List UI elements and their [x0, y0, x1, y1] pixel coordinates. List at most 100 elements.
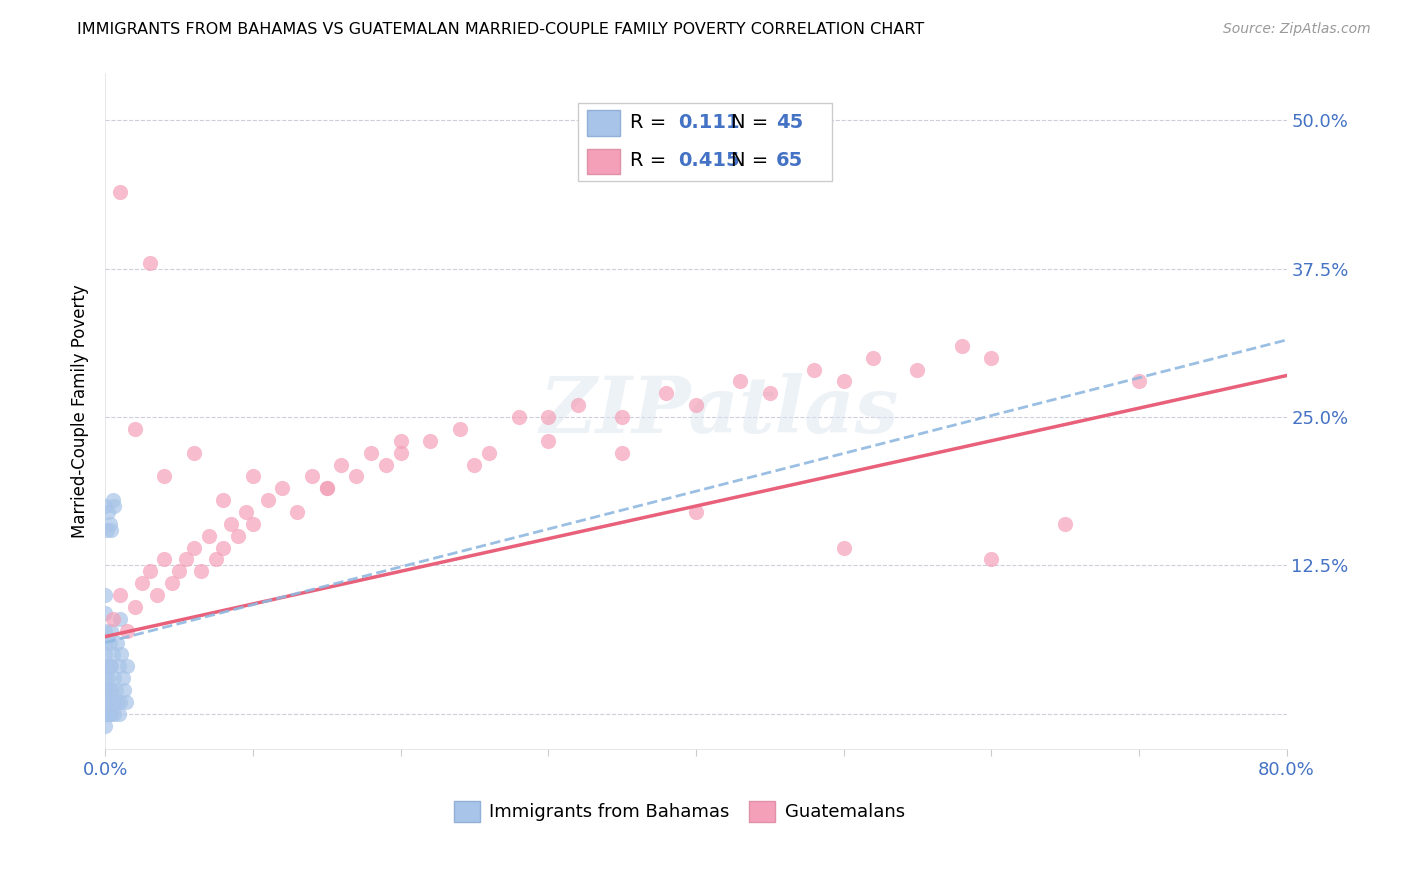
Point [103, 671, 125, 685]
Point [950, 339, 973, 353]
Point [98, 635, 121, 649]
Point [98, 683, 121, 698]
Text: 0.111: 0.111 [678, 113, 740, 132]
Point [96, 523, 118, 537]
Bar [578, 103, 832, 181]
Point [508, 410, 530, 425]
Point [94, 718, 117, 732]
Point [94, 683, 117, 698]
Point [124, 422, 146, 436]
Point [94, 606, 117, 620]
Point [111, 671, 134, 685]
Point [330, 458, 353, 472]
Point [101, 648, 124, 662]
Point [153, 469, 176, 483]
Point [108, 185, 131, 199]
Point [176, 552, 198, 566]
Point [862, 351, 884, 365]
Point [108, 588, 131, 602]
Point [315, 481, 337, 495]
Text: IMMIGRANTS FROM BAHAMAS VS GUATEMALAN MARRIED-COUPLE FAMILY POVERTY CORRELATION : IMMIGRANTS FROM BAHAMAS VS GUATEMALAN MA… [77, 22, 925, 37]
Point [1128, 375, 1150, 389]
Point [108, 695, 131, 709]
Text: Immigrants from Bahamas: Immigrants from Bahamas [489, 803, 730, 821]
Point [115, 695, 138, 709]
Point [197, 529, 219, 543]
Point [832, 541, 855, 555]
Point [242, 516, 264, 531]
Point [94, 635, 117, 649]
Point [100, 683, 122, 698]
Point [219, 516, 242, 531]
Point [685, 505, 707, 519]
Point [103, 706, 125, 721]
Point [285, 505, 308, 519]
Point [138, 564, 160, 578]
Point [98, 706, 121, 721]
Point [94, 659, 117, 673]
Point [100, 659, 122, 673]
Point [389, 445, 412, 459]
Point [124, 599, 146, 614]
Point [389, 434, 412, 448]
Point [105, 695, 128, 709]
Point [98, 516, 121, 531]
Point [138, 256, 160, 270]
Point [94, 624, 117, 638]
Text: ZIPatlas: ZIPatlas [540, 373, 900, 450]
Point [105, 635, 128, 649]
Point [256, 493, 278, 508]
Point [567, 398, 589, 412]
Point [212, 541, 235, 555]
Text: 45: 45 [776, 113, 803, 132]
Point [100, 706, 122, 721]
Point [183, 541, 205, 555]
Point [360, 445, 382, 459]
Point [167, 564, 190, 578]
Point [97, 505, 120, 519]
Point [905, 362, 928, 376]
Point [803, 362, 825, 376]
Text: N =: N = [731, 152, 775, 170]
Point [344, 469, 367, 483]
Point [101, 695, 124, 709]
Point [101, 493, 124, 508]
Point [97, 706, 120, 721]
Bar [588, 111, 620, 136]
Point [655, 386, 678, 401]
Text: N =: N = [731, 113, 775, 132]
Point [131, 576, 153, 591]
Point [1054, 516, 1077, 531]
Point [610, 445, 633, 459]
Text: Guatemalans: Guatemalans [785, 803, 904, 821]
Point [226, 529, 249, 543]
Y-axis label: Married-Couple Family Poverty: Married-Couple Family Poverty [72, 285, 89, 538]
Bar [454, 801, 479, 822]
Point [610, 410, 633, 425]
Point [537, 434, 560, 448]
Point [117, 659, 139, 673]
Point [685, 398, 707, 412]
Point [100, 624, 122, 638]
Point [832, 375, 855, 389]
Point [463, 458, 485, 472]
Point [146, 588, 169, 602]
Point [107, 659, 129, 673]
Point [301, 469, 323, 483]
Point [478, 445, 501, 459]
Point [98, 659, 121, 673]
Point [97, 671, 120, 685]
Point [315, 481, 337, 495]
Bar [588, 149, 620, 175]
Text: 65: 65 [776, 152, 803, 170]
Point [153, 552, 176, 566]
Point [271, 481, 294, 495]
Point [728, 375, 751, 389]
Point [205, 552, 228, 566]
Point [103, 499, 125, 513]
Point [117, 624, 139, 638]
Text: 0.415: 0.415 [678, 152, 740, 170]
Point [97, 695, 120, 709]
Text: R =: R = [630, 113, 672, 132]
Point [419, 434, 441, 448]
